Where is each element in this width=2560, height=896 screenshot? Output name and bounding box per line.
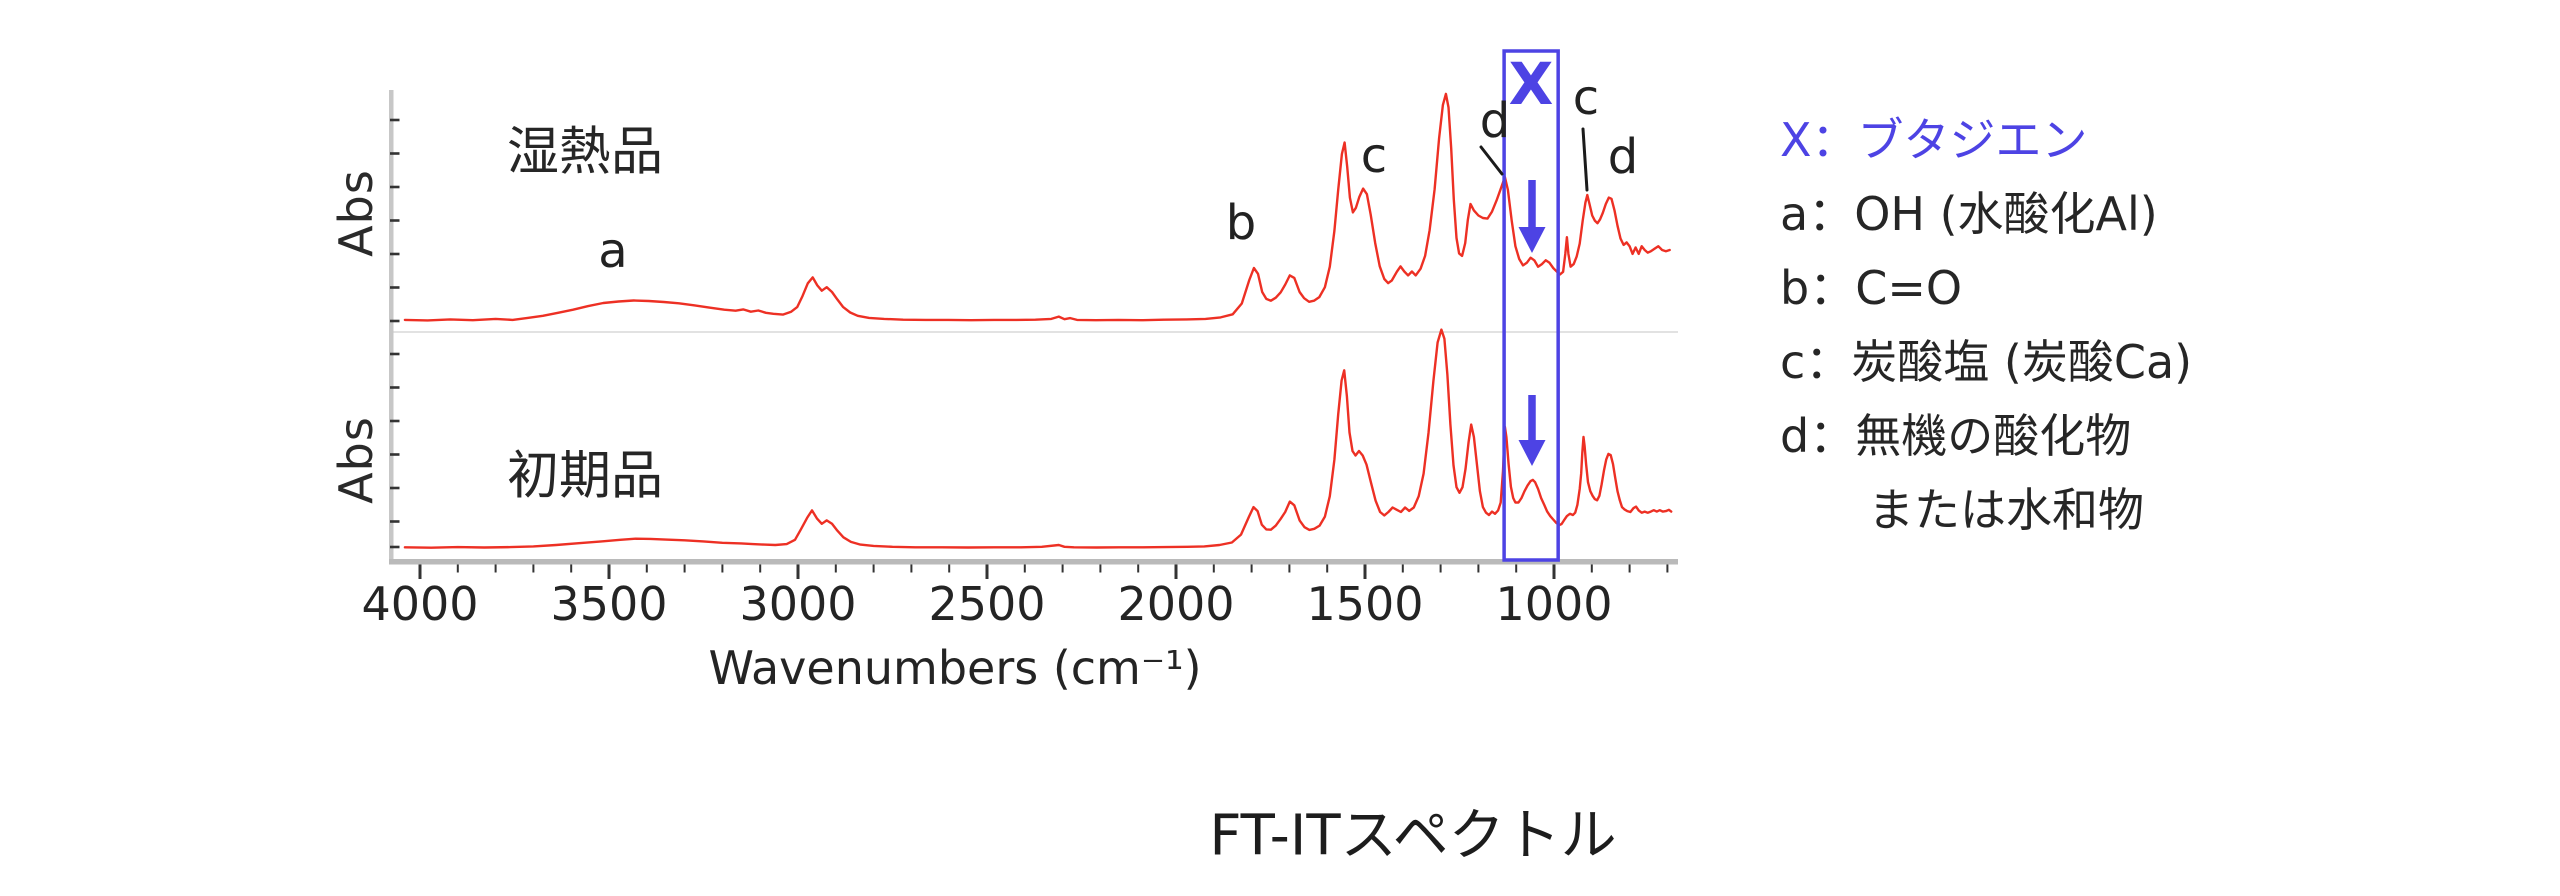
spectrum-line-top [403,92,1671,322]
sample-label-bottom: 初期品 [506,446,664,507]
leader-line [1581,127,1589,192]
legend-item-b: b：C=O [1780,261,1963,315]
legend-item-d: d：無機の酸化物 [1780,409,2132,463]
x-tick-label: 2500 [928,577,1045,631]
x-tick-label: 4000 [361,577,478,631]
highlight-box [1502,49,1560,562]
y-axis-spine [389,90,394,565]
spectrum-line-bottom [403,328,1673,549]
x-tick-label: 1500 [1306,577,1423,631]
peak-label-c: c [1360,128,1388,184]
peak-label-b: b [1225,195,1257,251]
legend-item-x: X：ブタジエン [1780,113,2088,167]
x-tick-label: 3500 [550,577,667,631]
peak-label-a: a [598,223,628,279]
y-axis-label-top: Abs [329,169,383,257]
peak-label-x: X [1508,50,1554,118]
peak-label-c: c [1572,70,1600,126]
peak-label-d: d [1479,93,1511,149]
x-tick-label: 2000 [1117,577,1234,631]
peak-label-d: d [1607,129,1639,185]
x-axis-title: Wavenumbers (cm⁻¹) [708,641,1202,695]
x-tick-label: 3000 [739,577,856,631]
x-tick-label: 1000 [1495,577,1612,631]
legend-item-d-cont: または水和物 [1868,483,2144,537]
legend-item-a: a：OH (水酸化Al) [1780,187,2158,241]
leader-line [1479,145,1504,176]
x-axis-line [389,559,1678,565]
sample-label-top: 湿熱品 [506,122,664,183]
down-arrow-icon [1518,440,1546,466]
y-axis-label-bottom: Abs [329,416,383,504]
legend: X：ブタジエン a：OH (水酸化Al) b：C=O c：炭酸塩 (炭酸Ca) … [1780,103,2192,547]
figure-title: FT-ITスペクトル [1209,803,1617,869]
legend-item-c: c：炭酸塩 (炭酸Ca) [1780,335,2193,389]
down-arrow-icon [1518,227,1546,253]
